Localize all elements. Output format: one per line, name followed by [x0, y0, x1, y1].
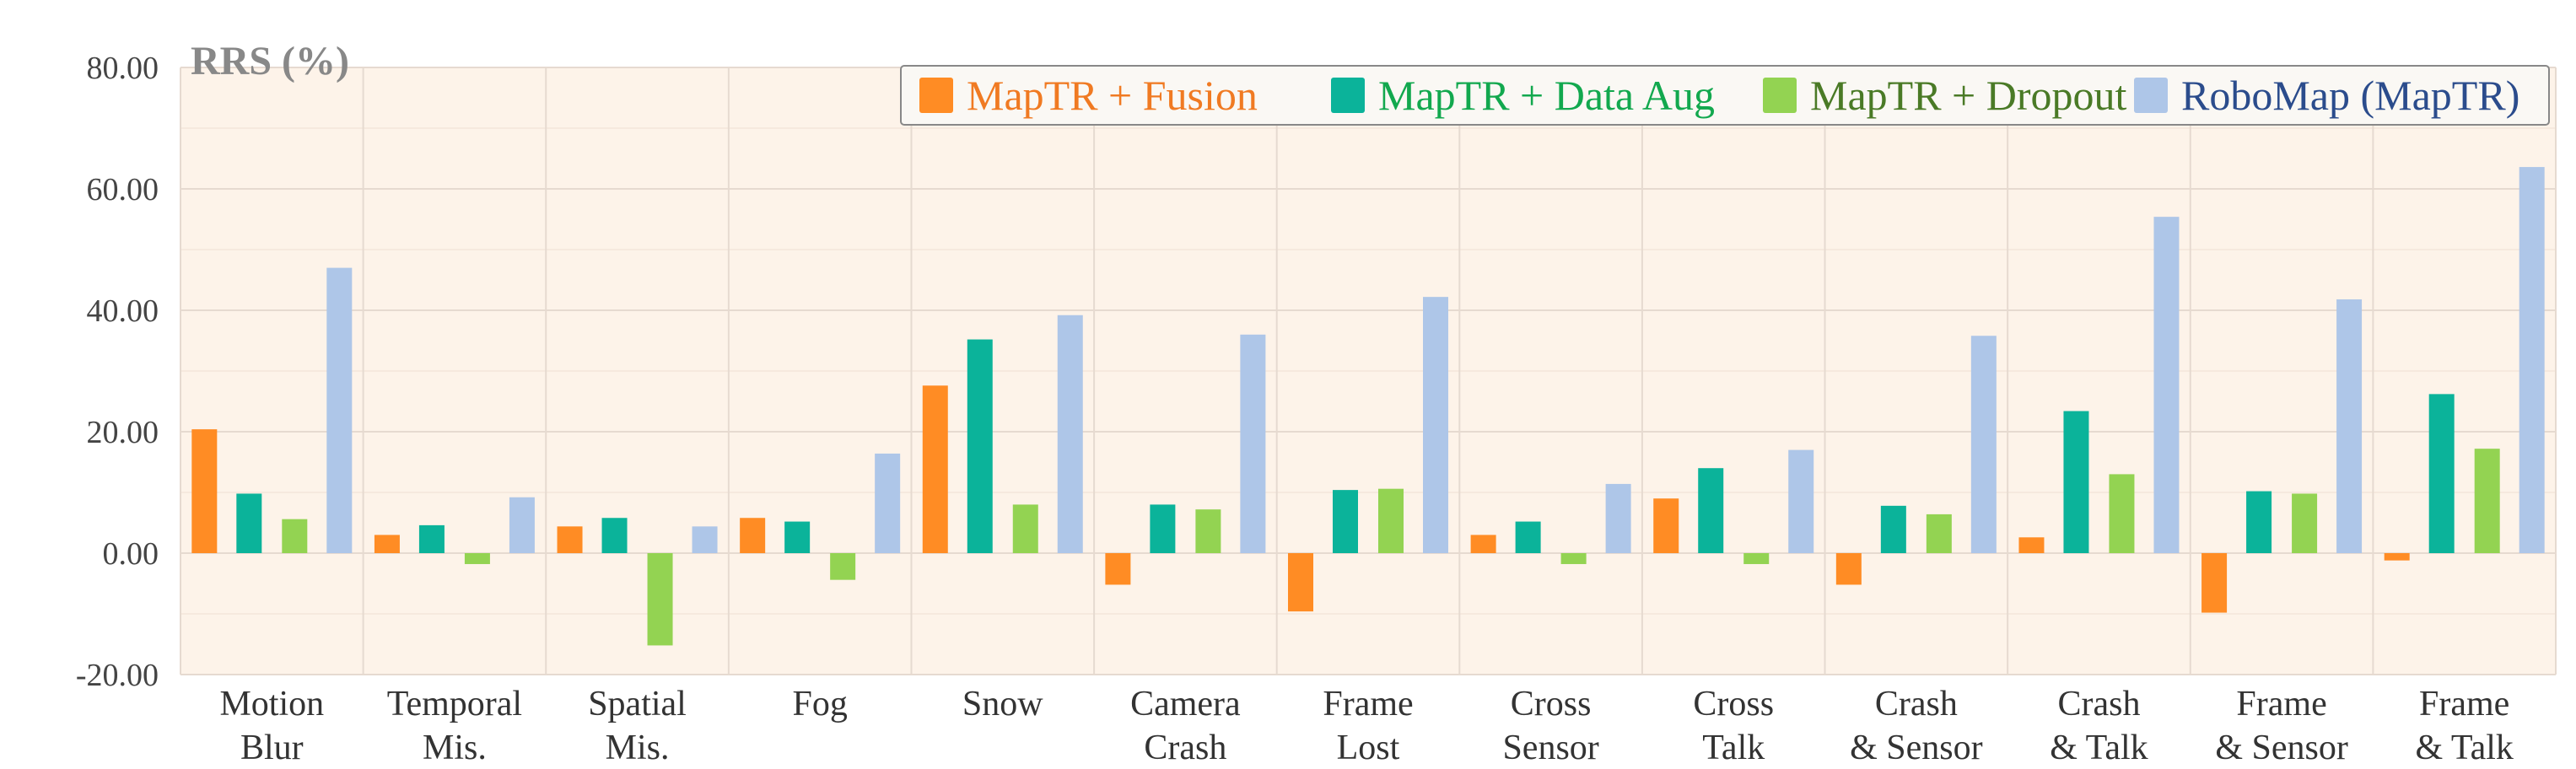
legend-label: MapTR + Data Aug [1378, 72, 1715, 119]
legend: MapTR + Fusion MapTR + Data Aug MapTR + Dr… [900, 65, 2550, 126]
category-label: Frame [2419, 685, 2509, 723]
category-label: Talk [1702, 729, 1765, 767]
category-label: Spatial [588, 685, 687, 723]
category-label: Fog [792, 685, 847, 723]
bar-maptr-dropout-9 [1926, 514, 1952, 553]
bar-robomap-maptr--12 [2519, 167, 2545, 553]
bar-maptr-dropout-12 [2474, 449, 2500, 553]
category-label: & Sensor [1850, 729, 1983, 767]
bar-maptr-data-aug-1 [418, 524, 445, 553]
category-label: Crash [1144, 729, 1226, 767]
y-tick-label: 40.00 [87, 293, 159, 329]
category-label: Snow [962, 685, 1043, 723]
y-axis-label: RRS (%) [191, 39, 349, 83]
bar-maptr-dropout-3 [830, 553, 856, 580]
category-label: Motion [219, 685, 324, 723]
category-label: Mis. [606, 729, 670, 767]
category-label: Crash [1875, 685, 1958, 723]
legend-label: MapTR + Fusion [967, 72, 1258, 119]
bar-maptr-fusion-2 [557, 526, 583, 553]
bar-maptr-data-aug-5 [1150, 504, 1176, 553]
legend-swatch [2134, 78, 2168, 113]
y-tick-label: 0.00 [103, 536, 159, 572]
bar-maptr-fusion-0 [191, 429, 218, 553]
bar-maptr-fusion-9 [1835, 553, 1862, 585]
bar-maptr-fusion-5 [1105, 553, 1131, 585]
bar-maptr-dropout-4 [1012, 504, 1038, 553]
y-tick-label: -20.00 [76, 658, 159, 693]
bar-maptr-data-aug-0 [236, 493, 262, 553]
bar-maptr-dropout-0 [282, 519, 308, 553]
category-label: Blur [240, 729, 304, 767]
y-tick-label: 60.00 [87, 172, 159, 207]
y-axis-label-group: RRS (%) [191, 39, 349, 83]
category-label: Frame [1323, 685, 1413, 723]
bar-maptr-fusion-8 [1653, 498, 1679, 553]
category-label: Lost [1337, 729, 1400, 767]
bar-maptr-fusion-7 [1470, 535, 1496, 553]
bar-maptr-data-aug-12 [2428, 394, 2455, 553]
y-tick-label: 80.00 [87, 51, 159, 86]
category-label: Temporal [387, 685, 522, 723]
bar-maptr-data-aug-4 [967, 339, 993, 553]
bar-robomap-maptr--8 [1788, 449, 1814, 553]
bar-maptr-fusion-10 [2018, 537, 2045, 553]
legend-swatch [1763, 78, 1797, 113]
bar-maptr-dropout-2 [647, 553, 673, 646]
category-label: & Talk [2050, 729, 2148, 767]
category-label: Frame [2236, 685, 2326, 723]
y-tick-labels: 80.00 60.00 40.00 20.00 0.00 -20.00 [76, 51, 159, 693]
category-labels: Motion Blur Temporal Mis. Spatial Mis. Fog Snow… [219, 685, 2513, 767]
bars [191, 167, 2545, 646]
bar-maptr-dropout-5 [1195, 509, 1221, 553]
bar-maptr-fusion-11 [2201, 553, 2228, 613]
bar-maptr-fusion-4 [922, 385, 948, 553]
bar-maptr-data-aug-8 [1698, 468, 1724, 553]
category-label: Sensor [1502, 729, 1598, 767]
bar-maptr-dropout-6 [1378, 488, 1404, 553]
bar-maptr-data-aug-10 [2063, 411, 2089, 553]
bar-maptr-data-aug-9 [1880, 505, 1906, 553]
bar-maptr-fusion-3 [740, 518, 766, 553]
legend-swatch [919, 78, 953, 113]
bar-maptr-data-aug-11 [2246, 491, 2272, 553]
bar-robomap-maptr--5 [1240, 334, 1266, 553]
legend-label: MapTR + Dropout [1810, 72, 2126, 119]
category-label: Camera [1130, 685, 1241, 723]
bar-maptr-dropout-11 [2292, 493, 2318, 553]
bar-maptr-data-aug-2 [601, 518, 628, 553]
category-label: Mis. [423, 729, 487, 767]
bar-maptr-fusion-1 [374, 535, 400, 553]
bar-maptr-data-aug-7 [1515, 521, 1541, 553]
bar-maptr-dropout-8 [1743, 553, 1770, 564]
bar-maptr-dropout-7 [1560, 553, 1587, 564]
bar-maptr-data-aug-3 [784, 521, 811, 553]
bar-maptr-dropout-10 [2109, 474, 2135, 553]
bar-robomap-maptr--9 [1970, 336, 1997, 553]
bar-robomap-maptr--6 [1423, 297, 1448, 553]
bar-robomap-maptr--10 [2153, 217, 2180, 553]
bar-robomap-maptr--1 [509, 497, 535, 553]
legend-swatch [1331, 78, 1365, 113]
bar-robomap-maptr--11 [2336, 299, 2363, 553]
bar-robomap-maptr--7 [1605, 483, 1631, 553]
bar-robomap-maptr--2 [692, 526, 718, 553]
category-label: Crash [2057, 685, 2140, 723]
category-label: & Talk [2415, 729, 2513, 767]
bar-maptr-dropout-1 [464, 553, 490, 564]
bar-maptr-fusion-6 [1288, 553, 1313, 612]
y-tick-label: 20.00 [87, 415, 159, 450]
bar-robomap-maptr--4 [1057, 315, 1083, 553]
legend-label: RoboMap (MapTR) [2181, 72, 2519, 119]
category-label: & Sensor [2215, 729, 2348, 767]
bar-robomap-maptr--3 [875, 453, 901, 553]
bar-robomap-maptr--0 [326, 267, 353, 553]
bar-maptr-fusion-12 [2384, 553, 2410, 561]
category-label: Cross [1693, 685, 1774, 723]
bar-maptr-data-aug-6 [1333, 490, 1358, 553]
category-label: Cross [1511, 685, 1592, 723]
